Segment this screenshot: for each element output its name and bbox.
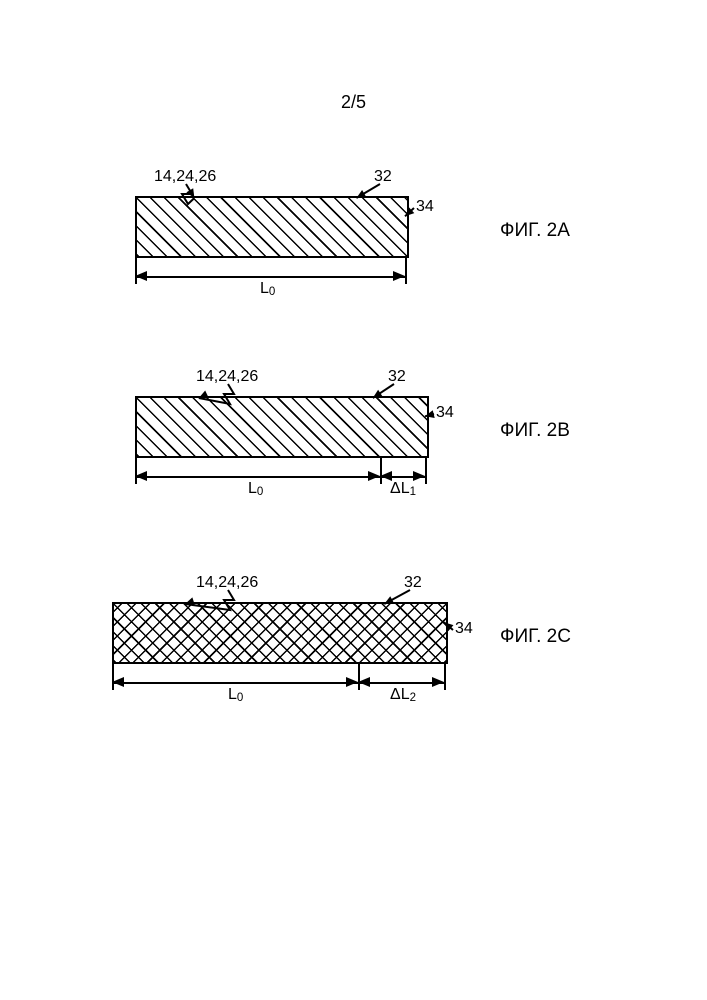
dim-label: ΔL1 [390, 480, 416, 498]
patent-figure-page: 2/5 14,24,26 32 34 ФИГ. 2A L0 14,24,26 32 34 ФИ… [0, 0, 707, 1000]
dim-label: L0 [248, 480, 263, 498]
dim-arrow [358, 677, 370, 687]
figure-caption: ФИГ. 2A [500, 220, 570, 242]
strip-body [135, 396, 429, 458]
dim-arrow [346, 677, 358, 687]
ref-side: 34 [416, 198, 434, 216]
dim-extension [444, 664, 446, 690]
dim-arrow [432, 677, 444, 687]
ref-top-surface: 32 [374, 168, 392, 186]
ref-group: 14,24,26 [196, 574, 258, 592]
dim-extension [405, 258, 407, 284]
ref-group: 14,24,26 [196, 368, 258, 386]
dim-label: L0 [228, 686, 243, 704]
dim-arrow [393, 271, 405, 281]
page-number: 2/5 [0, 92, 707, 113]
dim-label: L0 [260, 280, 275, 298]
dim-arrow [368, 471, 380, 481]
ref-side: 34 [436, 404, 454, 422]
dim-label: ΔL2 [390, 686, 416, 704]
dim-line [135, 276, 405, 278]
figure-caption: ФИГ. 2C [500, 626, 571, 648]
dim-extension [425, 458, 427, 484]
ref-side: 34 [455, 620, 473, 638]
ref-top-surface: 32 [388, 368, 406, 386]
strip-body [112, 602, 448, 664]
dim-arrow [112, 677, 124, 687]
ref-top-surface: 32 [404, 574, 422, 592]
figure-caption: ФИГ. 2B [500, 420, 570, 442]
dim-arrow [135, 471, 147, 481]
strip-body [135, 196, 409, 258]
ref-group: 14,24,26 [154, 168, 216, 186]
dim-arrow [135, 271, 147, 281]
dim-line [112, 682, 358, 684]
dim-line [135, 476, 380, 478]
